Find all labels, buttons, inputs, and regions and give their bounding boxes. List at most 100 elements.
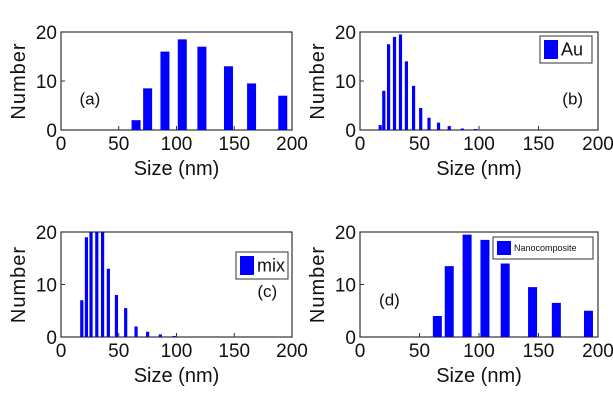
- x-tick-label: 150: [218, 341, 250, 362]
- legend-swatch: [240, 256, 254, 275]
- bar: [411, 85, 416, 130]
- y-tick-label: 10: [36, 72, 57, 93]
- x-tick-label: 200: [582, 134, 613, 155]
- bar: [480, 239, 490, 338]
- y-tick-label: 10: [335, 276, 356, 297]
- bar: [80, 300, 84, 337]
- x-axis-label: Size (nm): [134, 365, 220, 387]
- y-tick-label: 0: [46, 328, 57, 349]
- bar: [583, 310, 593, 337]
- bar: [551, 302, 561, 338]
- y-tick-label: 20: [335, 223, 356, 244]
- x-tick-label: 0: [355, 134, 366, 155]
- bar: [398, 34, 403, 131]
- bar: [378, 125, 382, 130]
- bar: [172, 335, 176, 337]
- bar: [278, 95, 288, 130]
- legend-label: mix: [257, 256, 285, 276]
- x-axis-label: Size (nm): [134, 158, 220, 180]
- legend: Au: [539, 35, 593, 64]
- panel-label: (b): [562, 90, 583, 109]
- bar: [160, 51, 170, 130]
- legend-swatch: [497, 241, 511, 255]
- x-axis-label: Size (nm): [436, 158, 522, 180]
- bar: [247, 83, 257, 130]
- x-tick-label: 0: [56, 341, 67, 362]
- panel-a: 0 50 100 150 200 0 10 20 Size (nm) Number (a): [8, 23, 308, 180]
- legend-swatch: [544, 40, 558, 59]
- panel-label: (d): [379, 291, 400, 310]
- bar: [223, 66, 233, 130]
- bar: [436, 122, 441, 130]
- bar: [100, 232, 105, 337]
- x-tick-label: 0: [355, 341, 366, 362]
- x-axis-label: Size (nm): [436, 365, 522, 387]
- plot-frame: [60, 31, 293, 131]
- bar: [382, 90, 386, 130]
- bar: [124, 308, 128, 338]
- legend: mix: [235, 251, 289, 280]
- x-tick-label: 50: [409, 341, 430, 362]
- bar: [143, 88, 153, 130]
- bar: [444, 266, 454, 338]
- x-tick-label: 100: [463, 341, 495, 362]
- y-tick-label: 0: [345, 328, 356, 349]
- y-tick-label: 20: [36, 223, 57, 244]
- legend: Nanocomposite: [492, 236, 594, 260]
- x-tick-label: 0: [56, 134, 67, 155]
- x-tick-label: 50: [108, 341, 129, 362]
- y-tick-label: 20: [36, 23, 57, 44]
- bar: [197, 46, 207, 131]
- y-tick-label: 10: [335, 72, 356, 93]
- x-tick-label: 100: [161, 341, 193, 362]
- legend-box: [492, 236, 594, 260]
- y-axis-label: Number: [307, 42, 329, 119]
- x-tick-label: 150: [523, 341, 555, 362]
- bar: [460, 128, 464, 130]
- bar: [447, 126, 451, 130]
- bar: [158, 334, 162, 338]
- y-axis-label: Number: [8, 246, 30, 323]
- x-tick-label: 100: [161, 134, 193, 155]
- bar: [473, 129, 478, 130]
- bar: [419, 107, 423, 130]
- x-tick-label: 200: [276, 341, 308, 362]
- x-tick-label: 50: [108, 134, 129, 155]
- bar: [500, 263, 510, 337]
- x-tick-label: 50: [409, 134, 430, 155]
- bar: [392, 36, 397, 130]
- bar: [134, 326, 138, 337]
- bar: [432, 316, 442, 337]
- bar: [146, 331, 150, 337]
- legend-label: Au: [561, 40, 583, 60]
- panel-label: (c): [257, 282, 277, 301]
- x-tick-label: 100: [463, 134, 495, 155]
- x-tick-label: 150: [523, 134, 555, 155]
- bar: [106, 268, 110, 337]
- bar: [131, 120, 141, 130]
- bar: [404, 61, 409, 130]
- bar: [89, 232, 93, 337]
- bar: [84, 237, 89, 337]
- x-tick-label: 200: [582, 341, 613, 362]
- bar: [427, 117, 431, 130]
- bar: [114, 295, 119, 337]
- legend-label: Nanocomposite: [514, 243, 577, 253]
- bar: [95, 232, 99, 337]
- y-tick-label: 0: [46, 121, 57, 142]
- y-axis-label: Number: [307, 246, 329, 323]
- y-tick-label: 10: [36, 276, 57, 297]
- y-axis-label: Number: [8, 42, 30, 119]
- bar: [386, 44, 391, 130]
- bar: [462, 234, 472, 338]
- panel-b: 0 50 100 150 200 0 10 20 Size (nm) Number (b) Au: [307, 23, 613, 180]
- bar: [177, 39, 187, 130]
- panel-c: 0 50 100 150 200 0 10 20 Size (nm) Number (c) mix: [8, 223, 308, 387]
- y-tick-label: 0: [345, 121, 356, 142]
- panel-d: 0 50 100 150 200 0 10 20 Size (nm) Number (d) Nanoc…: [307, 223, 613, 387]
- y-tick-label: 20: [335, 23, 356, 44]
- bar: [528, 287, 538, 338]
- panel-label: (a): [79, 90, 100, 109]
- x-tick-label: 150: [218, 134, 250, 155]
